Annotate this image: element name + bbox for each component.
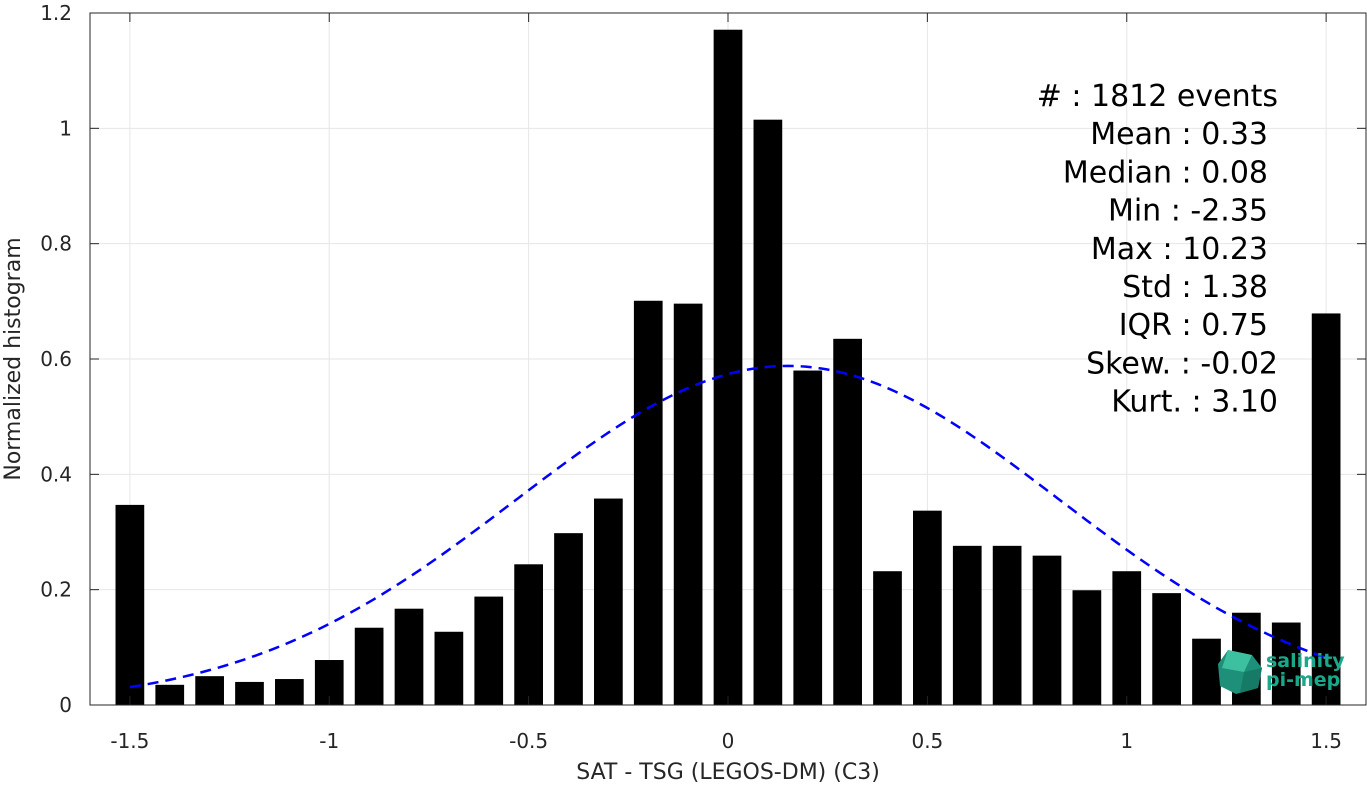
x-tick-label: -1	[319, 729, 339, 753]
logo-cube-facet	[1222, 650, 1252, 672]
histogram-bar	[913, 510, 942, 705]
histogram-bar	[992, 545, 1022, 705]
x-tick-label: -0.5	[509, 729, 548, 753]
y-tick-label: 0	[59, 693, 72, 717]
histogram-bar	[594, 498, 623, 705]
histogram-bar	[354, 627, 384, 705]
stat-line: Median : 0.08	[1063, 155, 1268, 190]
gaussian-fit-curve	[129, 364, 1327, 689]
y-tick-label: 0.4	[40, 462, 72, 486]
stat-line: Skew. : -0.02	[1086, 346, 1278, 381]
x-axis-title: SAT - TSG (LEGOS-DM) (C3)	[576, 760, 880, 785]
histogram-bar	[633, 300, 663, 705]
histogram-bar	[195, 676, 224, 705]
logo-text-salinity: salinity	[1266, 650, 1345, 672]
histogram-bar	[1152, 593, 1181, 705]
logo-text-pi-mep: pi-mep	[1266, 669, 1340, 691]
histogram-bar	[275, 679, 304, 705]
stat-line: Std : 1.38	[1122, 270, 1268, 305]
histogram-bar	[1271, 622, 1301, 705]
y-tick-label: 1	[59, 116, 72, 140]
stat-line: # : 1812 events	[1037, 79, 1278, 114]
histogram-bar	[394, 608, 424, 705]
salinity-pi-mep-logo: salinity pi-mep	[1218, 650, 1345, 694]
histogram-bar	[115, 504, 145, 705]
histogram-bar	[952, 545, 982, 705]
y-tick-label: 0.2	[40, 578, 72, 602]
histogram-bar	[1112, 571, 1142, 705]
stat-line: Kurt. : 3.10	[1111, 385, 1278, 420]
histogram-bar	[713, 29, 743, 706]
histogram-bar	[1032, 555, 1062, 705]
histogram-bar	[1192, 638, 1221, 705]
stat-line: IQR : 0.75	[1119, 308, 1268, 343]
x-tick-label: -1.5	[110, 729, 149, 753]
stat-line: Mean : 0.33	[1090, 117, 1268, 152]
y-tick-label: 0.6	[40, 347, 72, 371]
y-tick-label: 0.8	[40, 232, 72, 256]
stat-line: Min : -2.35	[1108, 194, 1268, 229]
y-tick-label: 1.2	[40, 1, 72, 25]
x-tick-labels: -1.5 -1 -0.5 0 0.5 1 1.5	[110, 729, 1342, 753]
histogram-bar	[1072, 590, 1102, 705]
histogram-bar	[673, 303, 703, 705]
histogram-bar	[514, 564, 543, 705]
y-tick-labels: 0 0.2 0.4 0.6 0.8 1 1.2	[40, 1, 72, 717]
x-tick-label: 0.5	[911, 729, 943, 753]
histogram-bar	[235, 681, 264, 705]
histogram-bar	[1311, 313, 1341, 705]
histogram-bar	[753, 119, 783, 705]
x-tick-label: 1	[1120, 729, 1133, 753]
histogram-bar	[873, 571, 902, 705]
axis-ticks	[90, 12, 1366, 706]
x-tick-label: 1.5	[1310, 729, 1342, 753]
histogram-bar	[155, 684, 185, 705]
histogram-bar	[793, 370, 823, 705]
x-tick-label: 0	[722, 729, 735, 753]
histogram-bar	[554, 533, 583, 705]
histogram-bar	[474, 596, 504, 705]
stat-line: Max : 10.23	[1091, 232, 1268, 267]
histogram-bar	[434, 631, 464, 705]
histogram-bars	[115, 29, 1341, 706]
y-axis-title: Normalized histogram	[1, 237, 26, 480]
logo-cube-facet	[1240, 668, 1262, 693]
histogram-bar	[833, 338, 862, 705]
